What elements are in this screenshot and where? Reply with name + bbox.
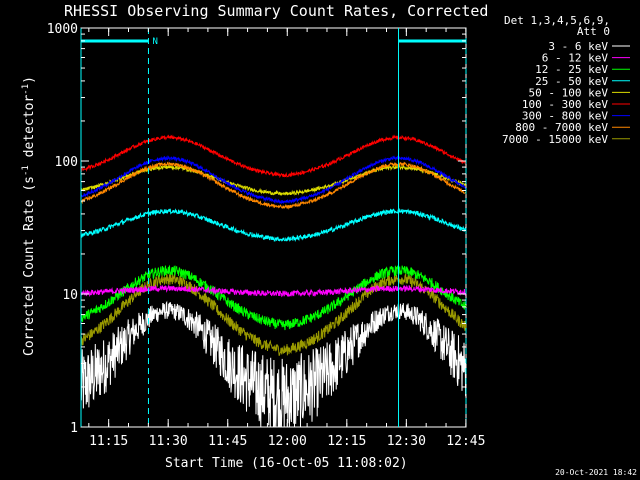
legend-entry-label: 800 - 7000 keV [515, 121, 608, 134]
series-layer [80, 134, 467, 428]
legend-entry-label: 12 - 25 keV [535, 63, 608, 76]
x-axis-label: Start Time (16-Oct-05 11:08:02) [165, 456, 408, 471]
series-line-0 [80, 300, 467, 428]
series-line-2 [80, 264, 467, 331]
series-line-6 [80, 154, 467, 205]
legend-header-line: Att 0 [577, 25, 610, 38]
y-label-sup2: -1 [21, 84, 31, 95]
y-label-main: Corrected Count Rate (s [22, 176, 37, 356]
series-line-3 [80, 208, 467, 243]
x-tick-label: 11:15 [89, 434, 128, 449]
x-tick-label: 11:45 [208, 434, 247, 449]
y-tick-label: 1 [70, 421, 78, 436]
chart-title: RHESSI Observing Summary Count Rates, Co… [64, 2, 488, 20]
legend-entry-label: 300 - 800 keV [522, 110, 608, 123]
series-line-5 [80, 134, 467, 179]
y-label-mid: detector [22, 95, 37, 166]
top-bar-label: N [152, 37, 157, 47]
legend-entry-label: 50 - 100 keV [529, 86, 609, 99]
legend-entry-label: 25 - 50 keV [535, 75, 608, 88]
y-tick-label: 1000 [47, 22, 78, 37]
y-label-sup1: -1 [21, 165, 31, 176]
series-line-7 [80, 161, 467, 210]
series-line-1 [80, 284, 467, 298]
x-tick-label: 12:15 [327, 434, 366, 449]
x-tick-label: 12:30 [387, 434, 426, 449]
timestamp: 20-Oct-2021 18:42 [555, 468, 637, 477]
x-tick-label: 11:30 [149, 434, 188, 449]
x-tick-label: 12:45 [446, 434, 485, 449]
legend-entry-label: 7000 - 15000 keV [502, 133, 608, 146]
legend-entry-label: 100 - 300 keV [522, 98, 608, 111]
y-axis-label: Corrected Count Rate (s-1 detector-1) [21, 76, 37, 356]
marker-layer: N [80, 28, 467, 427]
x-axis: 11:15 11:30 11:45 12:00 12:15 12:30 12:45 [88, 28, 485, 449]
series-line-4 [80, 163, 467, 196]
legend-entry-label: 3 - 6 keV [548, 40, 608, 53]
legend-header-line: Det 1,3,4,5,6,9, [504, 14, 610, 27]
y-label-end: ) [22, 76, 37, 84]
y-axis: 1 10 100 1000 [47, 22, 466, 436]
x-tick-label: 12:00 [268, 434, 307, 449]
y-tick-label: 10 [62, 288, 78, 303]
y-tick-label: 100 [55, 155, 78, 170]
legend-entry-label: 6 - 12 keV [542, 52, 609, 65]
